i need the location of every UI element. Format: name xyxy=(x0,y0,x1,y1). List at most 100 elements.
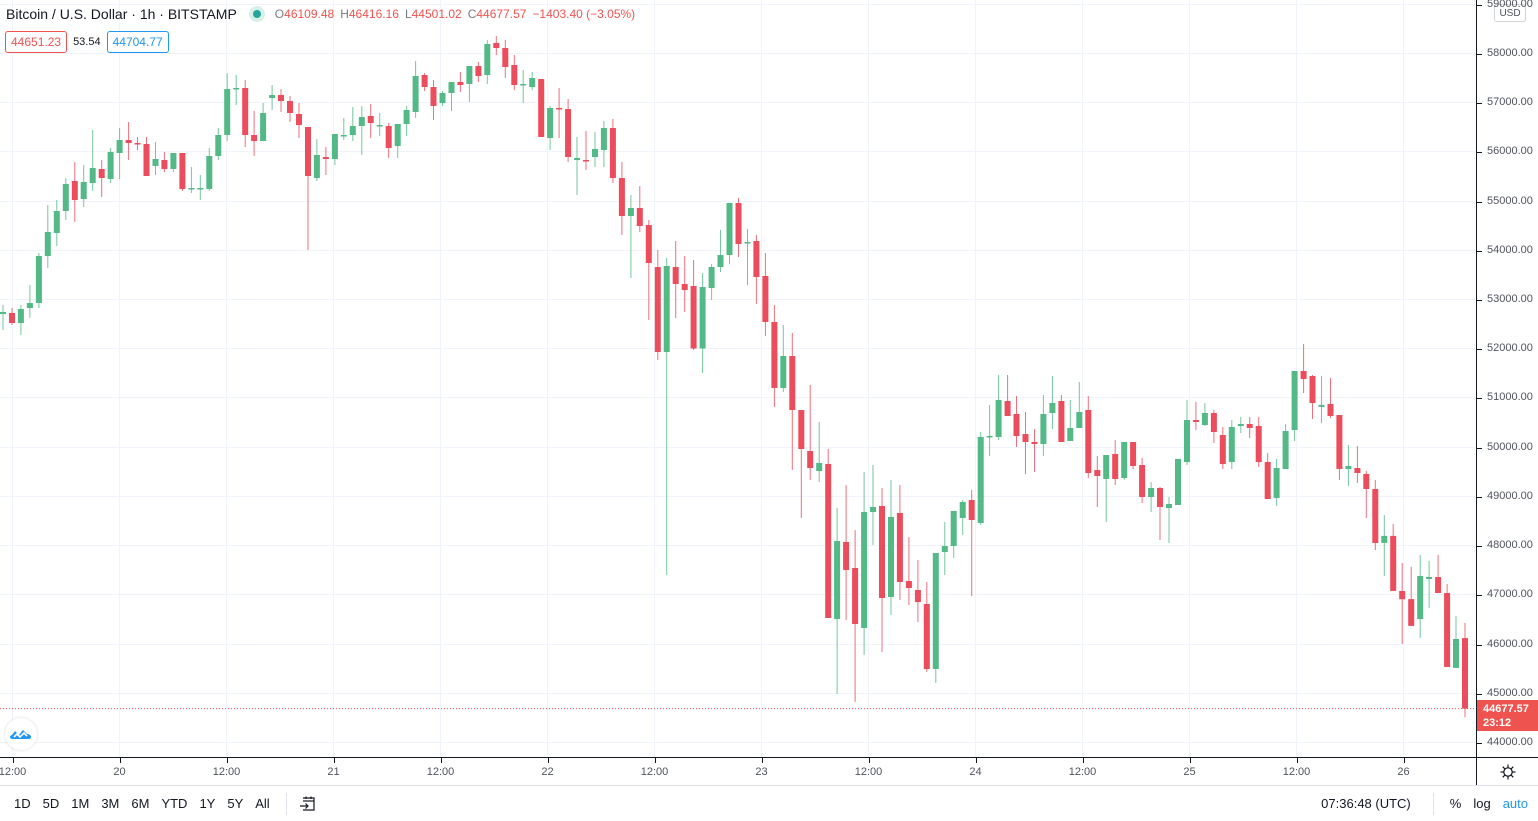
candle[interactable] xyxy=(367,104,374,138)
candle[interactable] xyxy=(529,72,536,90)
candle[interactable] xyxy=(807,385,814,480)
candle[interactable] xyxy=(1175,459,1181,505)
candle[interactable] xyxy=(161,152,168,172)
candle[interactable] xyxy=(296,103,302,138)
candle[interactable] xyxy=(789,333,796,470)
candle[interactable] xyxy=(1148,482,1155,512)
candle[interactable] xyxy=(1381,515,1388,576)
range-all-button[interactable]: All xyxy=(255,796,270,811)
candle[interactable] xyxy=(520,70,527,103)
candle[interactable] xyxy=(1139,458,1146,503)
candle[interactable] xyxy=(1094,456,1101,507)
candle[interactable] xyxy=(1085,396,1092,478)
candle[interactable] xyxy=(645,220,652,320)
range-3m-button[interactable]: 3M xyxy=(101,796,120,811)
tradingview-logo[interactable] xyxy=(5,718,37,750)
candle[interactable] xyxy=(699,273,706,373)
candle[interactable] xyxy=(421,73,428,91)
candle[interactable] xyxy=(1426,560,1433,608)
candle[interactable] xyxy=(376,113,383,136)
candle[interactable] xyxy=(1327,378,1334,418)
candle[interactable] xyxy=(1363,471,1370,518)
candle[interactable] xyxy=(1219,427,1226,469)
candle[interactable] xyxy=(1318,376,1325,423)
candle[interactable] xyxy=(1399,563,1406,644)
candle[interactable] xyxy=(44,205,51,268)
candle[interactable] xyxy=(1444,584,1451,667)
range-1d-button[interactable]: 1D xyxy=(14,796,31,811)
candle[interactable] xyxy=(798,410,805,518)
candle[interactable] xyxy=(224,73,231,141)
candle[interactable] xyxy=(134,137,141,150)
candle[interactable] xyxy=(636,186,643,232)
candle[interactable] xyxy=(816,422,823,482)
buy-ask-button[interactable]: 44704.77 xyxy=(106,31,169,53)
candle[interactable] xyxy=(466,66,473,102)
candle[interactable] xyxy=(771,305,778,407)
candle[interactable] xyxy=(484,40,491,84)
candle[interactable] xyxy=(1345,445,1352,486)
candle[interactable] xyxy=(152,142,159,175)
candle[interactable] xyxy=(340,118,347,140)
candle[interactable] xyxy=(753,235,760,304)
candle[interactable] xyxy=(843,485,850,620)
candle[interactable] xyxy=(17,305,24,335)
candle[interactable] xyxy=(547,106,554,150)
candle[interactable] xyxy=(1462,623,1468,718)
candle[interactable] xyxy=(62,178,69,220)
candle[interactable] xyxy=(1417,555,1424,638)
candle[interactable] xyxy=(1273,459,1280,506)
go-to-date-button[interactable] xyxy=(297,793,319,815)
candle[interactable] xyxy=(125,122,132,160)
chart-plot-area[interactable]: Bitcoin / U.S. Dollar · 1h · BITSTAMP O4… xyxy=(0,0,1476,757)
candle[interactable] xyxy=(762,253,769,336)
candle[interactable] xyxy=(1336,415,1343,480)
candle[interactable] xyxy=(861,472,868,655)
sell-bid-button[interactable]: 44651.23 xyxy=(5,31,68,53)
candle[interactable] xyxy=(448,82,455,111)
candle[interactable] xyxy=(439,91,446,106)
candle[interactable] xyxy=(538,79,545,137)
candle[interactable] xyxy=(825,449,832,618)
currency-badge[interactable]: USD xyxy=(1494,4,1526,22)
candle[interactable] xyxy=(879,488,885,652)
candle[interactable] xyxy=(1435,555,1442,593)
candle[interactable] xyxy=(986,405,993,456)
candle[interactable] xyxy=(9,308,15,325)
candle[interactable] xyxy=(197,175,204,200)
candle[interactable] xyxy=(923,582,930,672)
chart-settings-button[interactable] xyxy=(1476,757,1538,785)
range-5y-button[interactable]: 5Y xyxy=(227,796,244,811)
candle[interactable] xyxy=(932,553,939,683)
candle[interactable] xyxy=(583,131,589,170)
candle[interactable] xyxy=(107,148,114,183)
candle[interactable] xyxy=(681,256,688,312)
candle[interactable] xyxy=(1390,524,1397,591)
candle[interactable] xyxy=(278,89,284,112)
candle[interactable] xyxy=(565,99,572,162)
candle[interactable] xyxy=(385,123,392,158)
candle[interactable] xyxy=(143,137,150,176)
market-status-indicator[interactable] xyxy=(248,6,265,22)
candle[interactable] xyxy=(206,148,213,191)
candle[interactable] xyxy=(618,162,625,235)
candle[interactable] xyxy=(1210,410,1217,443)
candle[interactable] xyxy=(349,107,356,141)
candle[interactable] xyxy=(242,80,249,147)
candlestick-chart[interactable] xyxy=(0,0,1476,757)
candle[interactable] xyxy=(251,111,258,156)
candle[interactable] xyxy=(1157,487,1163,540)
candle[interactable] xyxy=(26,285,33,318)
candle[interactable] xyxy=(914,560,921,622)
candle[interactable] xyxy=(1031,429,1038,472)
log-scale-toggle[interactable]: log xyxy=(1473,796,1491,811)
candle[interactable] xyxy=(1013,396,1020,447)
candle[interactable] xyxy=(1201,403,1208,426)
candle[interactable] xyxy=(1264,453,1271,499)
symbol-title[interactable]: Bitcoin / U.S. Dollar · 1h · BITSTAMP xyxy=(6,6,237,22)
candle[interactable] xyxy=(287,96,293,122)
candle[interactable] xyxy=(511,55,518,90)
candle[interactable] xyxy=(1112,440,1119,485)
candle[interactable] xyxy=(1130,442,1137,469)
candle[interactable] xyxy=(269,85,276,110)
